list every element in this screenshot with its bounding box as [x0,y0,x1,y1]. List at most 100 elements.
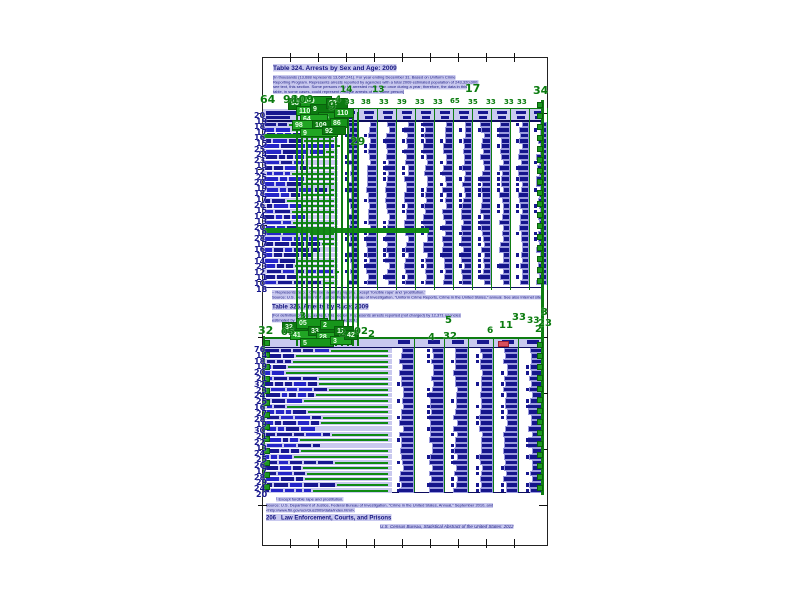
table1-row-value-box [402,247,405,252]
table1-margin-index: 15 [256,139,268,148]
table1-section-row-highlight [263,228,429,233]
table2-row-value-box [505,426,518,432]
table2-row-label-word [273,365,286,370]
table1-row-value-box [408,170,415,177]
table1-row-value-box [503,236,510,242]
table2-row-value-box [530,364,543,370]
table1-row-value-box [522,241,529,247]
table1-row-value-box [446,154,453,160]
table2-row-label-word [266,393,280,398]
table1-row-label-word [309,236,317,241]
table1-row-value-box [446,192,453,198]
green-annotation-number: 33 [486,98,496,106]
ruler-tick [430,53,431,62]
table2-row-value-box [480,476,493,482]
table2-row-value-box [397,438,400,442]
table2-row-label-word [315,348,329,353]
table2-row-value-box [526,438,529,442]
table1-row-value-box [442,187,453,193]
leader-annotation-bar [297,259,334,262]
table1-row-value-box [421,149,424,154]
col-header-word [383,110,393,114]
table1-row-value-box [402,209,405,214]
table1-row-value-box [461,252,472,258]
table1-row-label-word [275,242,289,247]
table1-row-label-word [315,187,327,192]
col-header-word [534,110,544,114]
table1-row-label-word [265,247,272,252]
leader-annotation-bar [319,377,388,380]
table1-row-value-box [503,225,510,231]
table1-row-label-word [296,269,304,274]
table2-margin-index: 19 [256,362,268,372]
table1-row-value-box [366,187,377,193]
table1-row-value-box [516,182,519,187]
table2-row-value-box [451,449,454,453]
table1-row-label-word [280,187,286,192]
table1-row-value-box [534,128,537,132]
green-annotation-number: 33 [415,98,425,106]
note-text-line: [In thousands (13,688 represents 13,687,… [273,75,456,80]
table1-row-value-box [421,128,424,132]
table1-row-value-box [484,279,491,286]
table1-row-value-box [351,263,358,269]
table2-row-value-box [430,398,444,404]
table1-row-value-box [369,127,377,133]
table2-row-value-box [401,442,414,449]
table2-row-value-box [399,487,414,494]
table1-row-value-box [442,225,453,231]
table1-row-value-box [385,197,396,204]
cluster-label: 33 [311,328,319,335]
table2-row-value-box [453,426,468,432]
link-annotation-line [341,112,343,346]
table2-row-value-box [429,459,444,466]
table1-row-value-box [464,176,472,182]
table2-row-value-box [427,427,430,431]
red-annotation-box [498,341,509,347]
table1-row-value-box [519,197,529,204]
table1-row-value-box [386,143,396,149]
table2-row-label-word [271,454,277,459]
table1-row-value-box [366,236,377,242]
table1-row-value-box [483,148,491,155]
table1-row-value-box [367,252,377,258]
annotation-handle [264,436,270,442]
table1-row-value-box [482,192,491,198]
table1-row-value-box [442,236,453,242]
table1-row-value-box [423,219,434,226]
cluster-label: 05 [299,320,307,327]
table1-row-value-box [534,237,537,241]
link-annotation-line [329,112,331,346]
table1-row-label-word [265,236,280,241]
table1-margin-index: 16 [254,245,266,255]
table1-row-value-box [421,226,424,230]
table1-margin-index: 16 [254,133,266,143]
table1-row-label-word [274,247,283,252]
table1-row-value-box [445,127,453,133]
green-annotation-number: 17 [465,82,481,95]
table2-row-value-box [451,483,454,487]
table1-row-value-box [387,268,396,275]
table1-row-label-word [265,242,273,247]
table2-row-value-box [455,375,468,382]
table1-row-value-box [462,165,472,171]
table2-row-value-box [531,414,543,421]
table2-margin-index: 24 [254,391,266,401]
table1-row-value-box [345,133,348,138]
table2-row-value-box [482,353,493,359]
table1-row-value-box [522,181,529,188]
table2-row-value-box [427,404,430,409]
table1-row-value-box [519,138,529,144]
table1-row-label-word [267,204,272,209]
table1-margin-index: 18 [254,189,266,199]
table2-row-value-box [401,454,414,460]
table2-row-value-box [453,370,468,376]
table2-row-value-box [530,347,543,354]
green-annotation-number: 4 [428,332,435,343]
page-number: 206 [266,514,277,521]
table1-row-value-box [478,275,481,279]
table1-row-value-box [499,127,510,133]
table1-row-label-word [272,198,285,203]
table2-row-value-box [397,483,400,487]
table1-row-label-word [287,226,296,230]
